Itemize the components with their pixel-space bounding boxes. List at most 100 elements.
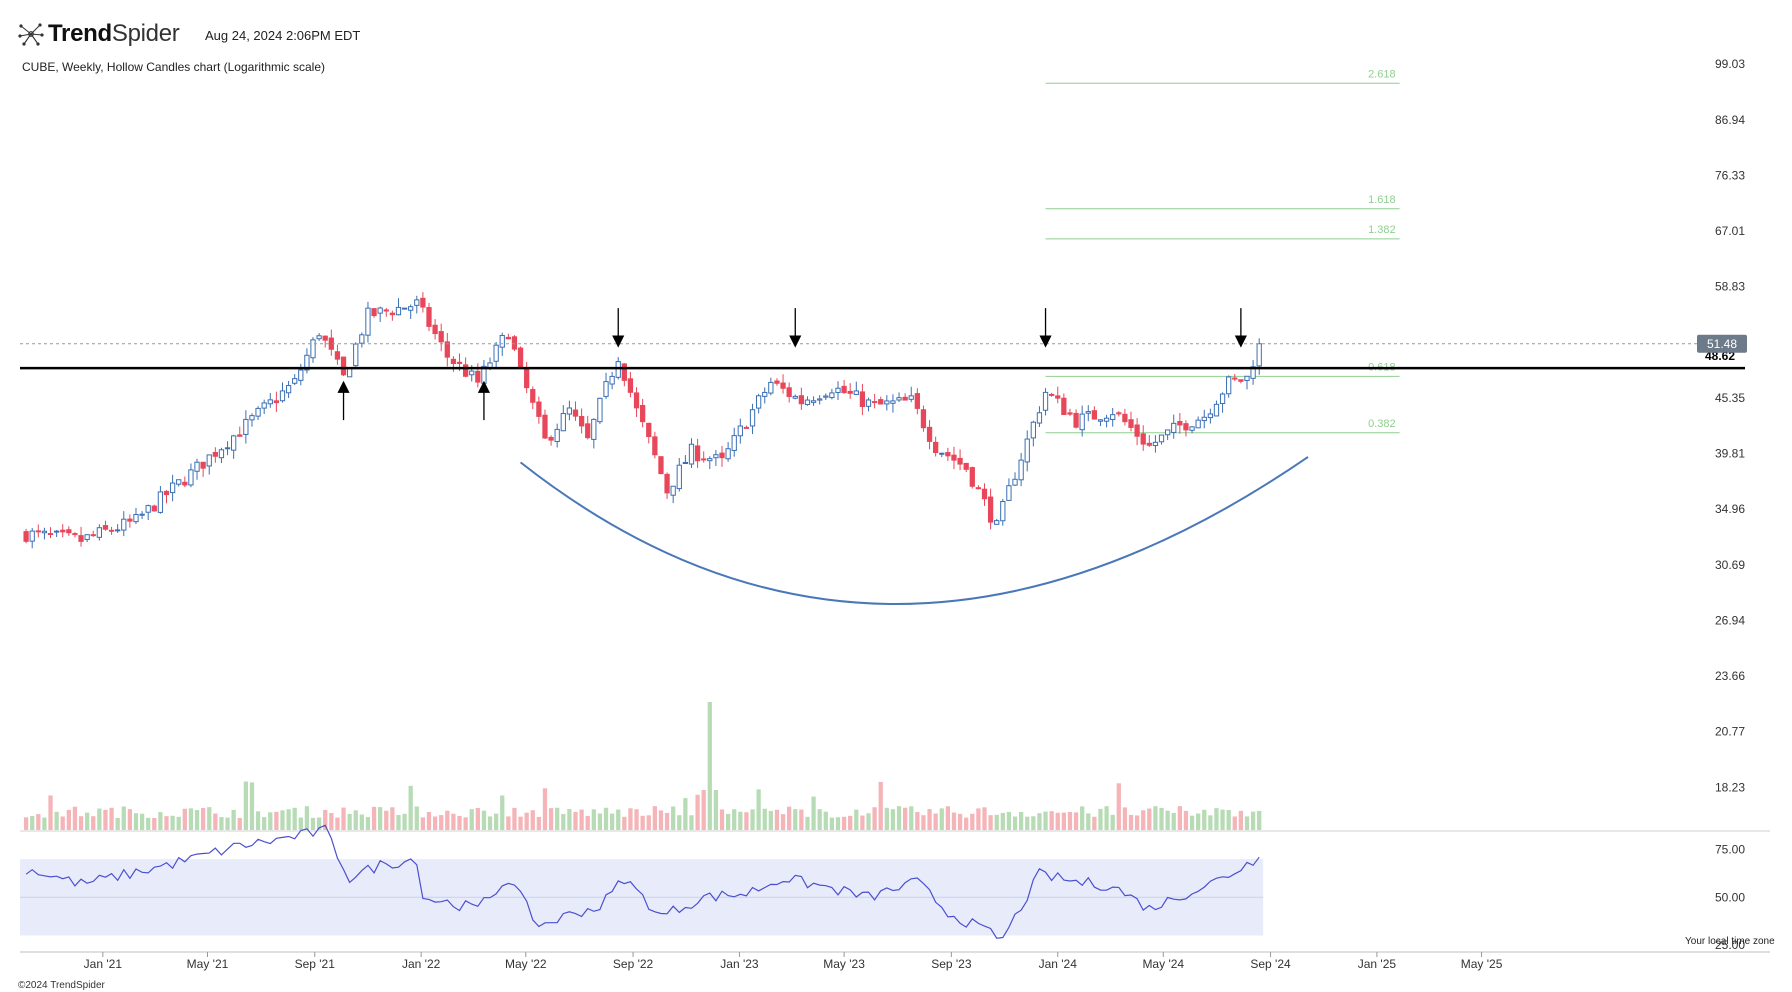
volume-bar xyxy=(793,809,798,830)
candle-body xyxy=(1128,419,1134,428)
volume-bar xyxy=(494,813,499,830)
candle-body xyxy=(1085,411,1091,414)
volume-bar xyxy=(719,809,725,830)
volume-bar xyxy=(524,812,529,830)
candle-body xyxy=(817,398,823,401)
volume-bar xyxy=(237,817,242,830)
candle-body xyxy=(365,307,371,336)
candle-body xyxy=(163,490,170,496)
x-tick-label: Jan '22 xyxy=(402,957,441,971)
candle-body xyxy=(725,448,731,460)
volume-bar xyxy=(292,807,297,830)
volume-bar xyxy=(903,807,908,830)
candle-body xyxy=(1116,412,1122,415)
volume-bar xyxy=(1232,816,1237,830)
volume-bar xyxy=(732,809,737,830)
volume-bar xyxy=(854,809,859,830)
volume-bar xyxy=(909,806,914,830)
resistance-arrow xyxy=(789,308,802,348)
candle-body xyxy=(768,381,774,394)
volume-bar xyxy=(677,815,682,830)
candle-body xyxy=(432,324,438,335)
volume-bar xyxy=(475,807,480,830)
volume-bar xyxy=(1086,813,1091,830)
candle-body xyxy=(389,312,396,316)
volume-bar xyxy=(420,817,426,830)
candle-body xyxy=(462,364,469,377)
volume-bar xyxy=(640,815,645,830)
volume-bar xyxy=(487,816,493,830)
x-tick-label: Sep '23 xyxy=(931,957,972,971)
copyright-notice: ©2024 TrendSpider xyxy=(18,980,105,991)
candle-body xyxy=(408,306,414,311)
volume-bar xyxy=(1049,811,1054,830)
volume-bar xyxy=(609,813,615,830)
volume-bar xyxy=(23,817,29,830)
candle-body xyxy=(267,399,273,405)
candle-body xyxy=(1219,393,1226,405)
candle-body xyxy=(804,399,811,406)
support-arrow xyxy=(337,380,350,421)
volume-bar xyxy=(1061,812,1066,830)
candle-body xyxy=(249,415,255,421)
candle-body xyxy=(243,418,249,435)
candle-body xyxy=(578,416,585,427)
candle-body xyxy=(200,461,206,469)
candle-body xyxy=(694,445,701,462)
rsi-tick-label: 75.00 xyxy=(1715,843,1745,857)
volume-bar xyxy=(249,782,255,830)
volume-bar xyxy=(469,809,474,830)
candle-body xyxy=(1042,391,1049,411)
candle-body xyxy=(975,487,982,490)
y-tick-label: 67.01 xyxy=(1715,224,1745,238)
x-tick-label: May '21 xyxy=(187,957,229,971)
candle-body xyxy=(1049,393,1055,396)
volume-bar xyxy=(591,809,596,830)
volume-bar xyxy=(1238,810,1244,830)
candle-body xyxy=(926,426,933,442)
candle-body xyxy=(933,441,939,454)
volume-bar xyxy=(628,808,633,830)
volume-bar xyxy=(36,814,41,830)
volume-bar xyxy=(54,811,59,830)
volume-bar xyxy=(158,812,163,830)
volume-bar xyxy=(762,808,767,830)
volume-bar xyxy=(1031,816,1036,830)
candle-body xyxy=(310,339,316,359)
candle-body xyxy=(108,529,115,532)
candle-body xyxy=(224,447,231,450)
candle-body xyxy=(1055,395,1061,399)
volume-bar xyxy=(1037,813,1042,830)
candle-body xyxy=(285,385,292,394)
candle-body xyxy=(395,306,402,316)
volume-bar xyxy=(323,809,328,830)
volume-bar xyxy=(780,814,786,830)
volume-bar xyxy=(1214,808,1219,830)
volume-bar xyxy=(597,813,603,830)
volume-bar xyxy=(817,809,822,830)
volume-bar xyxy=(561,814,566,830)
candle-body xyxy=(469,370,475,376)
volume-bar xyxy=(85,812,90,830)
candle-body xyxy=(194,461,200,472)
candle-body xyxy=(603,381,609,397)
volume-bar xyxy=(439,815,444,830)
candle-body xyxy=(847,390,853,394)
candle-body xyxy=(1207,413,1213,419)
candle-body xyxy=(420,297,426,308)
volume-bar xyxy=(481,810,487,830)
volume-bar xyxy=(829,817,835,830)
volume-bar xyxy=(982,807,987,830)
volume-bar xyxy=(176,816,181,830)
candle-body xyxy=(1164,429,1171,436)
volume-bar xyxy=(451,813,456,830)
x-tick-label: Jan '25 xyxy=(1358,957,1397,971)
volume-bar xyxy=(890,809,896,830)
volume-bar xyxy=(915,812,920,830)
candle-body xyxy=(182,481,188,486)
candle-body xyxy=(1000,500,1006,522)
candle-body xyxy=(426,307,432,327)
candle-body xyxy=(151,505,157,512)
candle-body xyxy=(1122,413,1128,423)
